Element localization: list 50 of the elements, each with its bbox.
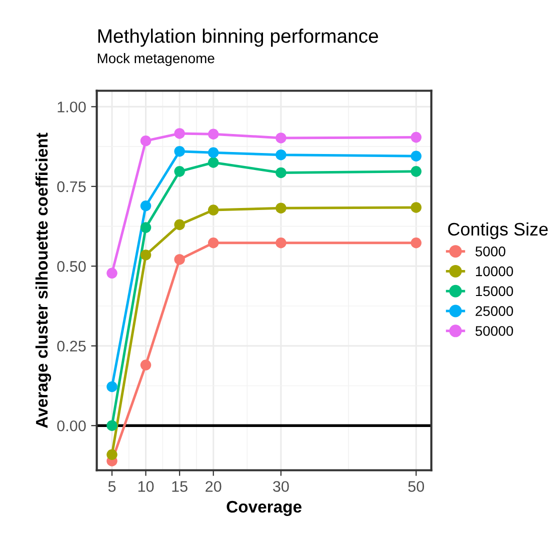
- point: [208, 157, 219, 168]
- point: [140, 222, 152, 233]
- point: [410, 166, 422, 177]
- point: [410, 237, 422, 248]
- point: [276, 167, 286, 178]
- point: [106, 449, 118, 460]
- legend-label: 5000: [476, 246, 506, 256]
- legend-label: 10000: [476, 266, 514, 276]
- x-tick-label: 50: [408, 481, 424, 492]
- point: [276, 202, 286, 214]
- y-tick-label: 0.00: [57, 420, 86, 432]
- point: [140, 250, 152, 260]
- x-tick-label: 15: [172, 481, 188, 492]
- point: [276, 237, 286, 248]
- legend-label: 25000: [476, 306, 514, 316]
- point: [140, 135, 152, 146]
- chart-title: Methylation binning performance: [98, 28, 378, 47]
- point: [208, 147, 219, 158]
- point: [276, 132, 286, 144]
- point: [410, 202, 422, 213]
- point: [106, 381, 118, 392]
- y-tick-label: 0.75: [57, 181, 86, 192]
- point: [174, 166, 185, 177]
- point: [174, 219, 185, 230]
- y-tick-label: 1.00: [58, 102, 86, 112]
- x-tick-label: 20: [206, 481, 222, 492]
- legend-label: 50000: [476, 326, 514, 336]
- point: [174, 146, 185, 157]
- point: [174, 254, 185, 265]
- y-tick-label: 0.25: [57, 340, 86, 352]
- chart-subtitle: Mock metagenome: [98, 53, 214, 66]
- legend-label: 15000: [476, 286, 514, 296]
- point: [410, 132, 422, 143]
- point: [208, 237, 219, 248]
- point: [106, 268, 118, 279]
- y-tick-label: 0.50: [57, 261, 86, 272]
- x-tick-label: 5: [108, 481, 116, 492]
- point: [140, 360, 152, 370]
- point: [174, 128, 185, 139]
- x-tick-label: 30: [273, 481, 289, 492]
- legend-title: Contigs Size: [448, 222, 548, 240]
- point: [208, 128, 219, 140]
- x-axis-title: Coverage: [226, 500, 302, 516]
- x-tick-label: 10: [138, 481, 154, 492]
- point: [276, 149, 286, 160]
- point: [208, 204, 219, 216]
- y-axis-title: Average cluster silhouette coefficient: [35, 132, 52, 428]
- point: [106, 420, 118, 431]
- point: [410, 150, 422, 162]
- point: [140, 200, 152, 212]
